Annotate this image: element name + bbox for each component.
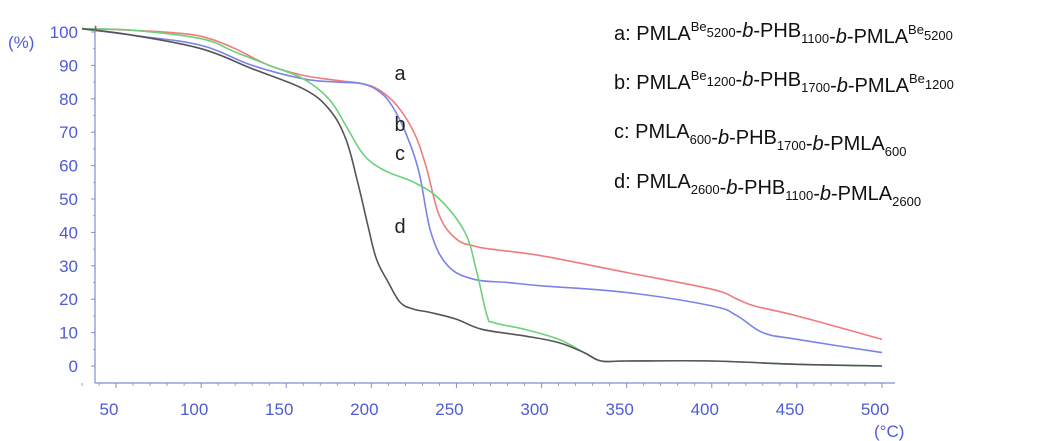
y-tick-label-60: 60 <box>59 157 78 176</box>
y-tick-label-30: 30 <box>59 257 78 276</box>
y-tick-label-70: 70 <box>59 123 78 142</box>
curve-label-a: a <box>394 63 406 85</box>
x-tick-label-50: 50 <box>100 400 119 419</box>
x-tick-label-150: 150 <box>265 400 293 419</box>
series-line-d <box>81 27 883 367</box>
legend-entry-c: c: PMLA600-b-PHB1700-b-PMLA600 <box>614 121 906 159</box>
legend: a: PMLABe5200-b-PHB1100-b-PMLABe5200 b: P… <box>614 19 954 209</box>
series-line-b <box>81 27 883 354</box>
x-tick-label-450: 450 <box>776 400 804 419</box>
legend-entry-b: b: PMLABe1200-b-PHB1700-b-PMLABe1200 <box>614 68 954 97</box>
x-axis-unit: (°C) <box>874 422 904 441</box>
legend-entry-d: d: PMLA2600-b-PHB1100-b-PMLA2600 <box>614 171 921 209</box>
legend-entry-a: a: PMLABe5200-b-PHB1100-b-PMLABe5200 <box>614 19 953 48</box>
curve-label-c: c <box>395 143 405 165</box>
axes: 0 10 20 30 40 50 60 70 80 90 100 50 100 150 200 250 300 3… <box>8 23 904 441</box>
y-tick-label-50: 50 <box>59 190 78 209</box>
x-tick-label-200: 200 <box>350 400 378 419</box>
y-tick-label-90: 90 <box>59 56 78 75</box>
curve-label-b: b <box>394 114 405 136</box>
x-tick-label-500: 500 <box>861 400 889 419</box>
y-tick-label-40: 40 <box>59 223 78 242</box>
plot-area: a bc d <box>81 25 883 367</box>
y-tick-label-0: 0 <box>69 357 78 376</box>
x-tick-label-400: 400 <box>691 400 719 419</box>
x-tick-label-300: 300 <box>520 400 548 419</box>
x-tick-label-100: 100 <box>180 400 208 419</box>
x-tick-label-250: 250 <box>435 400 463 419</box>
y-tick-label-80: 80 <box>59 90 78 109</box>
x-tick-label-350: 350 <box>605 400 633 419</box>
curve-label-d: d <box>394 216 405 238</box>
y-tick-label-20: 20 <box>59 290 78 309</box>
y-tick-label-10: 10 <box>59 324 78 343</box>
y-axis-unit: (%) <box>8 33 34 52</box>
series-line-a <box>81 27 883 341</box>
y-tick-label-100: 100 <box>50 23 78 42</box>
